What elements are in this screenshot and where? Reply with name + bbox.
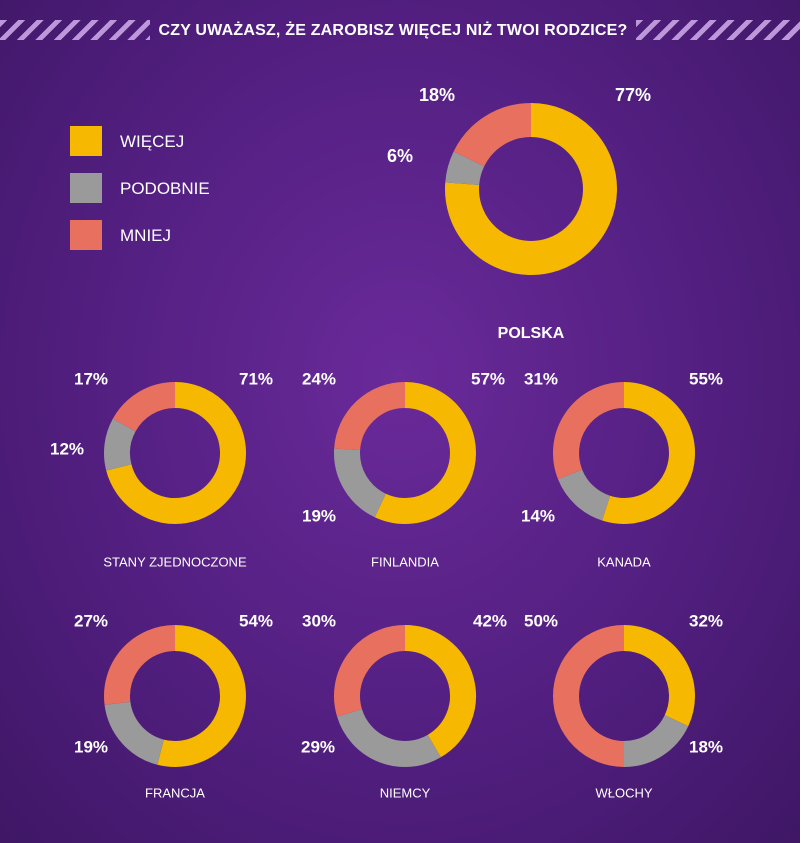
- data-label-niemcy-wiecej: 42%: [473, 611, 507, 630]
- page-title: CZY UWAŻASZ, ŻE ZAROBISZ WIĘCEJ NIŻ TWOI…: [158, 22, 628, 39]
- slice-niemcy-wiecej: [404, 625, 476, 758]
- slice-niemcy-mniej: [334, 625, 406, 717]
- donut-kanada: 55% 14% 31% KANADA: [521, 369, 723, 569]
- slice-kanada-mniej: [553, 382, 625, 480]
- slice-stany-zjednoczone-podobnie: [104, 418, 136, 471]
- donut-stany-zjednoczone: 71% 12% 17% STANY ZJEDNOCZONE: [50, 369, 273, 569]
- legend-swatch-mniej: [70, 220, 102, 250]
- data-label-kanada-wiecej: 55%: [689, 369, 723, 388]
- data-label-kanada-mniej: 31%: [524, 369, 558, 388]
- chart-title-wlochy: WŁOCHY: [595, 785, 652, 800]
- data-label-kanada-podobnie: 14%: [521, 506, 555, 525]
- legend-label-podobnie: PODOBNIE: [120, 179, 210, 198]
- slice-polska-podobnie: [445, 151, 485, 186]
- chart-title-francja: FRANCJA: [145, 785, 205, 800]
- legend-swatch-wiecej: [70, 126, 102, 156]
- header-stripes-left: [0, 20, 150, 40]
- header: CZY UWAŻASZ, ŻE ZAROBISZ WIĘCEJ NIŻ TWOI…: [0, 16, 800, 46]
- data-label-stany-zjednoczone-wiecej: 71%: [239, 369, 273, 388]
- slice-kanada-podobnie: [557, 469, 611, 521]
- legend-label-mniej: MNIEJ: [120, 226, 171, 245]
- donut-finlandia: 57% 19% 24% FINLANDIA: [302, 369, 505, 569]
- slice-finlandia-mniej: [334, 382, 406, 451]
- chart-title-kanada: KANADA: [597, 554, 651, 569]
- slice-stany-zjednoczone-mniej: [112, 382, 176, 432]
- slice-francja-mniej: [104, 625, 176, 705]
- data-label-polska-wiecej: 77%: [615, 85, 651, 105]
- data-label-polska-mniej: 18%: [419, 85, 455, 105]
- slice-wlochy-podobnie: [623, 714, 689, 767]
- slice-francja-wiecej: [157, 625, 246, 767]
- header-stripes-right: [636, 20, 800, 40]
- data-label-niemcy-mniej: 30%: [302, 611, 336, 630]
- chart-title-finlandia: FINLANDIA: [371, 554, 439, 569]
- slice-finlandia-podobnie: [334, 448, 387, 518]
- data-label-wlochy-mniej: 50%: [524, 611, 558, 630]
- data-label-francja-mniej: 27%: [74, 611, 108, 630]
- donut-niemcy: 42% 29% 30% NIEMCY: [301, 611, 507, 800]
- slice-kanada-wiecej: [602, 382, 695, 524]
- data-label-niemcy-podobnie: 29%: [301, 737, 335, 756]
- data-label-finlandia-mniej: 24%: [302, 369, 336, 388]
- slice-wlochy-wiecej: [623, 625, 695, 727]
- slice-stany-zjednoczone-wiecej: [106, 382, 246, 524]
- donut-francja: 54% 19% 27% FRANCJA: [74, 611, 273, 800]
- slice-francja-podobnie: [104, 701, 165, 765]
- data-label-polska-podobnie: 6%: [387, 146, 413, 166]
- data-label-wlochy-podobnie: 18%: [689, 737, 723, 756]
- slice-finlandia-wiecej: [374, 382, 476, 524]
- chart-title-niemcy: NIEMCY: [380, 785, 431, 800]
- slice-niemcy-podobnie: [337, 708, 441, 767]
- slice-polska-mniej: [453, 103, 532, 167]
- donut-wlochy: 32% 18% 50% WŁOCHY: [524, 611, 723, 800]
- legend-label-wiecej: WIĘCEJ: [120, 132, 185, 151]
- legend-swatch-podobnie: [70, 173, 102, 203]
- chart-title-polska: POLSKA: [498, 325, 565, 342]
- data-label-francja-wiecej: 54%: [239, 611, 273, 630]
- slice-wlochy-mniej: [553, 625, 625, 767]
- data-label-wlochy-wiecej: 32%: [689, 611, 723, 630]
- chart-title-stany-zjednoczone: STANY ZJEDNOCZONE: [103, 554, 247, 569]
- data-label-stany-zjednoczone-podobnie: 12%: [50, 439, 84, 458]
- data-label-finlandia-podobnie: 19%: [302, 506, 336, 525]
- donut-polska: 77% 6% 18% POLSKA: [387, 85, 651, 342]
- data-label-finlandia-wiecej: 57%: [471, 369, 505, 388]
- data-label-stany-zjednoczone-mniej: 17%: [74, 369, 108, 388]
- data-label-francja-podobnie: 19%: [74, 737, 108, 756]
- slice-polska-wiecej: [445, 103, 617, 275]
